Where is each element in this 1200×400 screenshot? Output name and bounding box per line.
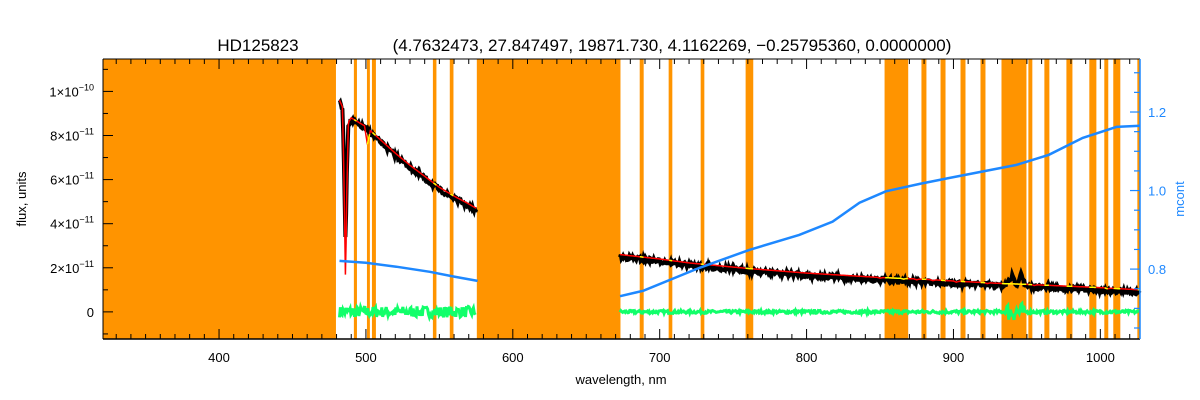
masked-region-band (639, 59, 644, 339)
y-tick-label: 6×10−11 (50, 171, 94, 188)
y-tick-label: 4×10−11 (50, 215, 94, 232)
mcont-line (619, 124, 1141, 298)
masked-region-band (476, 59, 621, 339)
chart-title-params: (4.7632473, 27.847497, 19871.730, 4.1162… (393, 36, 952, 55)
masked-region-band (1104, 59, 1109, 339)
x-tick-label: 900 (943, 350, 965, 365)
spectrum-curves (337, 97, 1142, 323)
y2-tick-label: 1.2 (1148, 105, 1166, 120)
observed-flux-line (337, 97, 479, 238)
masked-region-band (353, 59, 357, 339)
masked-model-line (980, 281, 986, 284)
y2-tick-label: 0.8 (1148, 262, 1166, 277)
observed-flux-line (618, 249, 1142, 300)
masked-model-line (745, 267, 754, 270)
y-tick-label: 1×10−10 (49, 82, 94, 99)
x-tick-label: 800 (796, 350, 818, 365)
masked-region-band (1001, 59, 1027, 339)
chart-title-star: HD125823 (217, 36, 298, 55)
axes: 400 500 600 700 800 900 1000 0 2×10−11 4×10−11 6×1… (49, 58, 1166, 365)
masked-region-band (1113, 59, 1121, 339)
masked-regions (103, 59, 1140, 339)
masked-model-line (372, 132, 376, 136)
masked-region-band (1089, 59, 1097, 339)
masked-region-band (940, 59, 946, 339)
masked-model-line (1001, 282, 1027, 286)
masked-model-line (885, 276, 908, 280)
residual-line (618, 300, 1140, 321)
y-tick-label: 8×10−11 (50, 127, 94, 144)
masked-model-line (433, 182, 437, 186)
y-axis-label: flux, units (14, 171, 29, 226)
masked-region-band (1028, 59, 1033, 339)
masked-model-line (1104, 287, 1108, 290)
masked-region-band (1066, 59, 1073, 339)
masked-model-line (366, 133, 371, 145)
y2-axis-label: mcont (1172, 181, 1187, 217)
y-tick-label: 2×10−11 (50, 259, 94, 276)
x-tick-label: 600 (502, 350, 524, 365)
masked-region-band (700, 59, 705, 339)
masked-region-band (745, 59, 754, 339)
masked-region-band (371, 59, 376, 339)
masked-region-band (103, 59, 336, 339)
masked-region-band (960, 59, 966, 339)
y2-tick-label: 1.0 (1148, 184, 1166, 199)
x-axis-label: wavelength, nm (574, 372, 666, 387)
masked-region-band (1044, 59, 1050, 339)
masked-region-band (1137, 59, 1140, 339)
mcont-line (339, 259, 478, 283)
masked-region-band (668, 59, 673, 339)
x-tick-label: 500 (355, 350, 377, 365)
masked-region-band (366, 59, 370, 339)
masked-model-line (449, 193, 454, 197)
residual-line (338, 301, 477, 323)
masked-region-band (921, 59, 927, 339)
masked-region-band (884, 59, 909, 339)
x-tick-label: 700 (649, 350, 671, 365)
masked-model-line (353, 118, 357, 122)
x-tick-label: 400 (208, 350, 230, 365)
masked-region-band (980, 59, 986, 339)
x-tick-label: 1000 (1086, 350, 1115, 365)
y-tick-label: 0 (87, 305, 94, 320)
masked-region-band (432, 59, 437, 339)
